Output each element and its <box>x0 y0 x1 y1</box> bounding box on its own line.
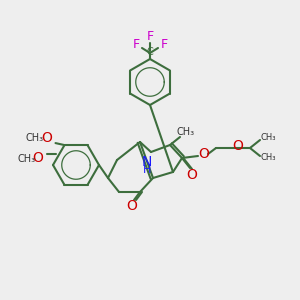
Text: O: O <box>232 139 243 153</box>
Text: O: O <box>187 168 197 182</box>
Text: O: O <box>33 152 44 166</box>
Text: F: F <box>146 31 154 44</box>
Text: O: O <box>41 131 52 145</box>
Text: CH₃: CH₃ <box>260 134 276 142</box>
Text: H: H <box>143 165 151 175</box>
Text: CH₃: CH₃ <box>17 154 35 164</box>
Text: F: F <box>132 38 140 52</box>
Text: C: C <box>147 47 153 57</box>
Text: CH₃: CH₃ <box>177 127 195 137</box>
Text: O: O <box>199 147 209 161</box>
Text: CH₃: CH₃ <box>26 133 44 143</box>
Text: N: N <box>142 155 152 169</box>
Text: O: O <box>127 199 137 213</box>
Text: F: F <box>160 38 168 52</box>
Text: CH₃: CH₃ <box>260 154 276 163</box>
